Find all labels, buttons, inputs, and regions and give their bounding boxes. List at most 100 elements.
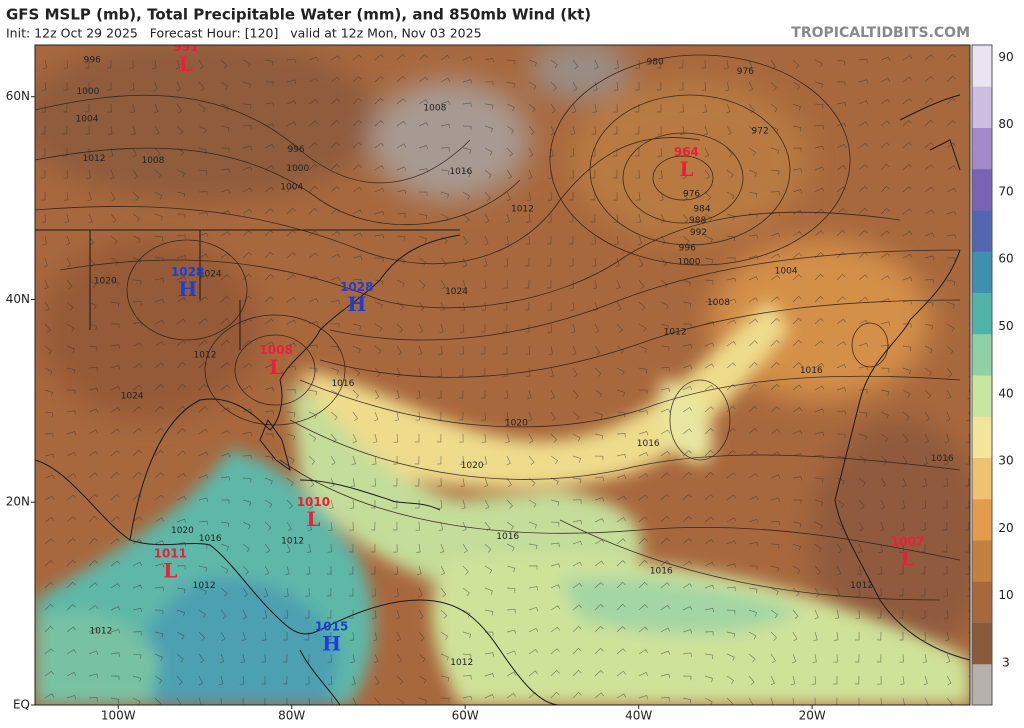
lon-label: 20W xyxy=(799,709,826,723)
isobar-label: 1016 xyxy=(800,366,823,376)
lat-label: 60N xyxy=(6,89,30,103)
colorbar-label: 70 xyxy=(998,184,1013,198)
colorbar-swatch xyxy=(972,333,992,376)
isobar-label: 1016 xyxy=(449,167,472,177)
colorbar-swatch xyxy=(972,457,992,500)
isobar-label: 1012 xyxy=(194,351,217,361)
center-value: 1011 xyxy=(154,547,187,561)
lat-label: 40N xyxy=(6,292,30,306)
center-value: 1010 xyxy=(297,495,330,509)
center-value: 1028 xyxy=(171,265,204,279)
isobar-label: 1016 xyxy=(637,439,660,449)
colorbar-swatch xyxy=(972,622,992,665)
isobar-label: 1020 xyxy=(461,461,484,471)
colorbar-label: 3 xyxy=(1002,656,1010,670)
isobar-label: 976 xyxy=(737,67,754,77)
isobar-label: 984 xyxy=(693,205,710,215)
isobar-label: 1004 xyxy=(280,182,303,192)
isobar-label: 1012 xyxy=(664,327,687,337)
colorbar-swatch xyxy=(972,540,992,582)
isobar-label: 1008 xyxy=(707,298,730,308)
map-field: 996 1000 1004 1012 1008 1004 1000 996 1008 1016 10… xyxy=(35,45,970,705)
lat-label: 20N xyxy=(6,495,30,509)
isobar-label: 1004 xyxy=(76,115,99,125)
isobar-label: 1012 xyxy=(281,536,304,546)
colorbar-swatch xyxy=(972,251,992,293)
colorbar-swatch xyxy=(972,375,992,417)
isobar-label: 1000 xyxy=(76,87,99,97)
coastlines xyxy=(35,94,970,705)
center-letter: L xyxy=(679,157,693,181)
isobar-label: 1012 xyxy=(511,205,534,215)
isobar-label: 972 xyxy=(752,127,769,137)
colorbar-swatch xyxy=(972,210,992,252)
isobar-label: 1016 xyxy=(650,567,673,577)
isobar-label: 1012 xyxy=(83,154,106,164)
colorbar-label: 20 xyxy=(998,521,1013,535)
colorbar-swatch xyxy=(972,86,992,128)
isobar-label: 1024 xyxy=(199,270,222,280)
colorbar-swatch xyxy=(972,581,992,623)
title: GFS MSLP (mb), Total Precipitable Water … xyxy=(6,6,591,24)
isobar-label: 1024 xyxy=(445,287,468,297)
lat-label: EQ xyxy=(13,698,30,712)
wind-barbs xyxy=(40,53,970,705)
isobar-label: 1008 xyxy=(142,156,165,166)
isobar-label: 1012 xyxy=(450,658,473,668)
colorbar-label: 10 xyxy=(998,588,1013,602)
isobar-label: 1000 xyxy=(678,257,701,267)
lon-label: 100W xyxy=(101,709,136,723)
center-letter: H xyxy=(347,292,366,316)
center-letter: H xyxy=(178,277,197,301)
center-letter: L xyxy=(901,547,915,571)
isobar-label: 1000 xyxy=(286,164,309,174)
center-value: 1008 xyxy=(259,343,292,357)
subtitle: Init: 12z Oct 29 2025 Forecast Hour: [12… xyxy=(6,26,482,41)
center-letter: L xyxy=(163,559,177,583)
colorbar-swatch xyxy=(972,663,992,706)
center-value: 1015 xyxy=(315,620,348,634)
colorbar-label: 50 xyxy=(998,319,1013,333)
isobar-label: 1020 xyxy=(94,277,117,287)
lon-label: 40W xyxy=(625,709,652,723)
colorbar-swatch xyxy=(972,127,992,170)
isobar-label: 996 xyxy=(679,243,696,253)
isobar-label: 1016 xyxy=(331,379,354,389)
colorbar-swatch xyxy=(972,45,992,87)
colorbar-swatch xyxy=(972,168,992,211)
isobar-label: 996 xyxy=(287,145,304,155)
center-value: 1028 xyxy=(340,280,373,294)
colorbar-swatch xyxy=(972,416,992,458)
colorbar-label: 30 xyxy=(998,454,1013,468)
barb-field xyxy=(40,53,970,705)
isobar-label: 980 xyxy=(647,58,664,68)
center-value: 1007 xyxy=(891,535,924,549)
lon-label: 80W xyxy=(278,709,305,723)
isobar-label: 1016 xyxy=(199,534,222,544)
isobar-label: 1020 xyxy=(505,419,528,429)
isobar-label: 1008 xyxy=(423,103,446,113)
colorbar-label: 40 xyxy=(998,386,1013,400)
isobar-label: 992 xyxy=(690,228,707,238)
center-letter: H xyxy=(322,632,341,656)
isobar-label: 1012 xyxy=(193,581,216,591)
lon-label: 60W xyxy=(452,709,479,723)
center-value: 964 xyxy=(674,145,699,159)
isobar-label: 1024 xyxy=(121,391,144,401)
isobar-label: 1020 xyxy=(171,526,194,536)
colorbar-label: 80 xyxy=(998,117,1013,131)
map-frame xyxy=(34,44,971,706)
isobar-label: 976 xyxy=(683,190,700,200)
isobar-label: 1016 xyxy=(496,532,519,542)
isobar-label: 1016 xyxy=(931,454,954,464)
colorbar-label: 60 xyxy=(998,252,1013,266)
colorbar-swatch xyxy=(972,498,992,541)
center-letter: L xyxy=(306,507,320,531)
isobar-label: 1012 xyxy=(89,626,112,636)
colorbar-label: 90 xyxy=(998,50,1013,64)
center-letter: L xyxy=(179,52,193,76)
site-name: TROPICALTIDBITS.COM xyxy=(791,25,970,41)
isobar-label: 1012 xyxy=(850,581,873,591)
isobar-label: 996 xyxy=(84,56,101,66)
